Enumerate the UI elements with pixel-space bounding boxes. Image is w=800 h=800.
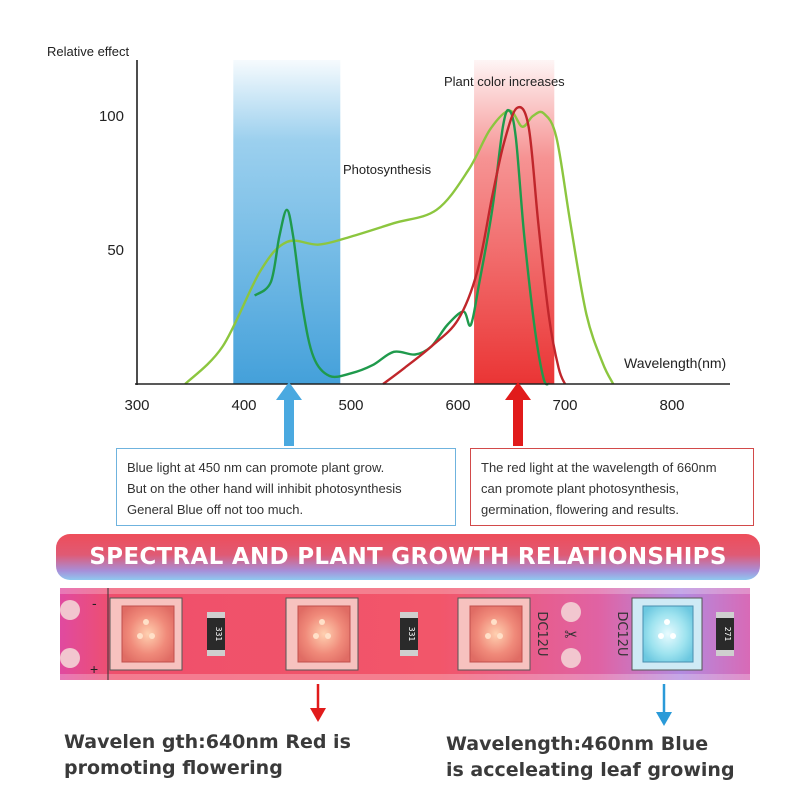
callout-line: Blue light at 450 nm can promote plant g… [127,460,385,475]
red-up-arrow [505,382,531,446]
dc-label: DC12U [614,611,629,656]
solder-pad [60,600,80,620]
callout-line: can promote plant photosynthesis, [481,481,680,496]
red-band [474,60,555,384]
red-led-chip [109,597,183,671]
callout-line: But on the other hand will inhibit photo… [127,481,402,496]
series-line-0 [184,109,615,385]
banner-title: SPECTRAL AND PLANT GROWTH RELATIONSHIPS [89,544,727,570]
strip-plus: + [90,661,98,677]
y-tick-label: 100 [99,108,124,125]
x-tick-label: 500 [338,397,363,414]
blue-band [233,60,341,384]
callout-line: germination, flowering and results. [481,502,679,517]
solder-pad [60,648,80,668]
resistor-code: 331 [407,627,416,642]
strip-minus: - [92,595,97,611]
x-tick-label: 600 [445,397,470,414]
caption-line: Wavelen gth:640nm Red is [64,731,351,753]
resistor: 331 [400,612,418,656]
solder-pad [561,602,581,622]
blue-wavelength-caption: Wavelength:460nm Blue is acceleating lea… [446,731,735,783]
resistor-code: 331 [214,627,223,642]
scissors-icon: ✂ [564,625,577,644]
resistor: 331 [207,612,225,656]
series-line-2 [382,105,567,385]
red-light-callout: The red light at the wavelength of 660nm… [470,448,754,526]
red-led-chip [457,597,531,671]
red-wavelength-caption: Wavelen gth:640nm Red is promoting flowe… [64,729,351,781]
x-tick-label: 800 [659,397,684,414]
y-tick-label: 50 [107,242,124,259]
caption-line: is acceleating leaf growing [446,759,735,781]
blue-up-arrow [276,382,302,446]
led-strip: - + 331 331 DC12U ✂ DC12U 271 [60,588,750,680]
x-axis-label: Wavelength(nm) [624,355,726,371]
title-banner: SPECTRAL AND PLANT GROWTH RELATIONSHIPS [56,534,760,580]
callout-line: The red light at the wavelength of 660nm [481,460,717,475]
x-tick-label: 300 [124,397,149,414]
photosynthesis-label: Photosynthesis [343,162,432,177]
blue-light-callout: Blue light at 450 nm can promote plant g… [116,448,456,526]
blue-led-chip [631,597,703,671]
plant-color-label: Plant color increases [444,74,565,89]
x-tick-label: 700 [552,397,577,414]
resistor: 271 [716,612,734,656]
caption-line: Wavelength:460nm Blue [446,733,709,755]
red-down-arrow [310,684,326,722]
spectrum-chart: 300 400 500 600 700 800 100 50 Relative effect… [47,44,730,446]
solder-pad [561,648,581,668]
resistor-code: 271 [723,627,732,642]
x-tick-label: 400 [231,397,256,414]
callout-line: General Blue off not too much. [127,502,304,517]
caption-line: promoting flowering [64,757,283,779]
y-axis-label: Relative effect [47,44,130,59]
blue-down-arrow [656,684,672,726]
dc-label: DC12U [534,611,549,656]
red-led-chip [285,597,359,671]
